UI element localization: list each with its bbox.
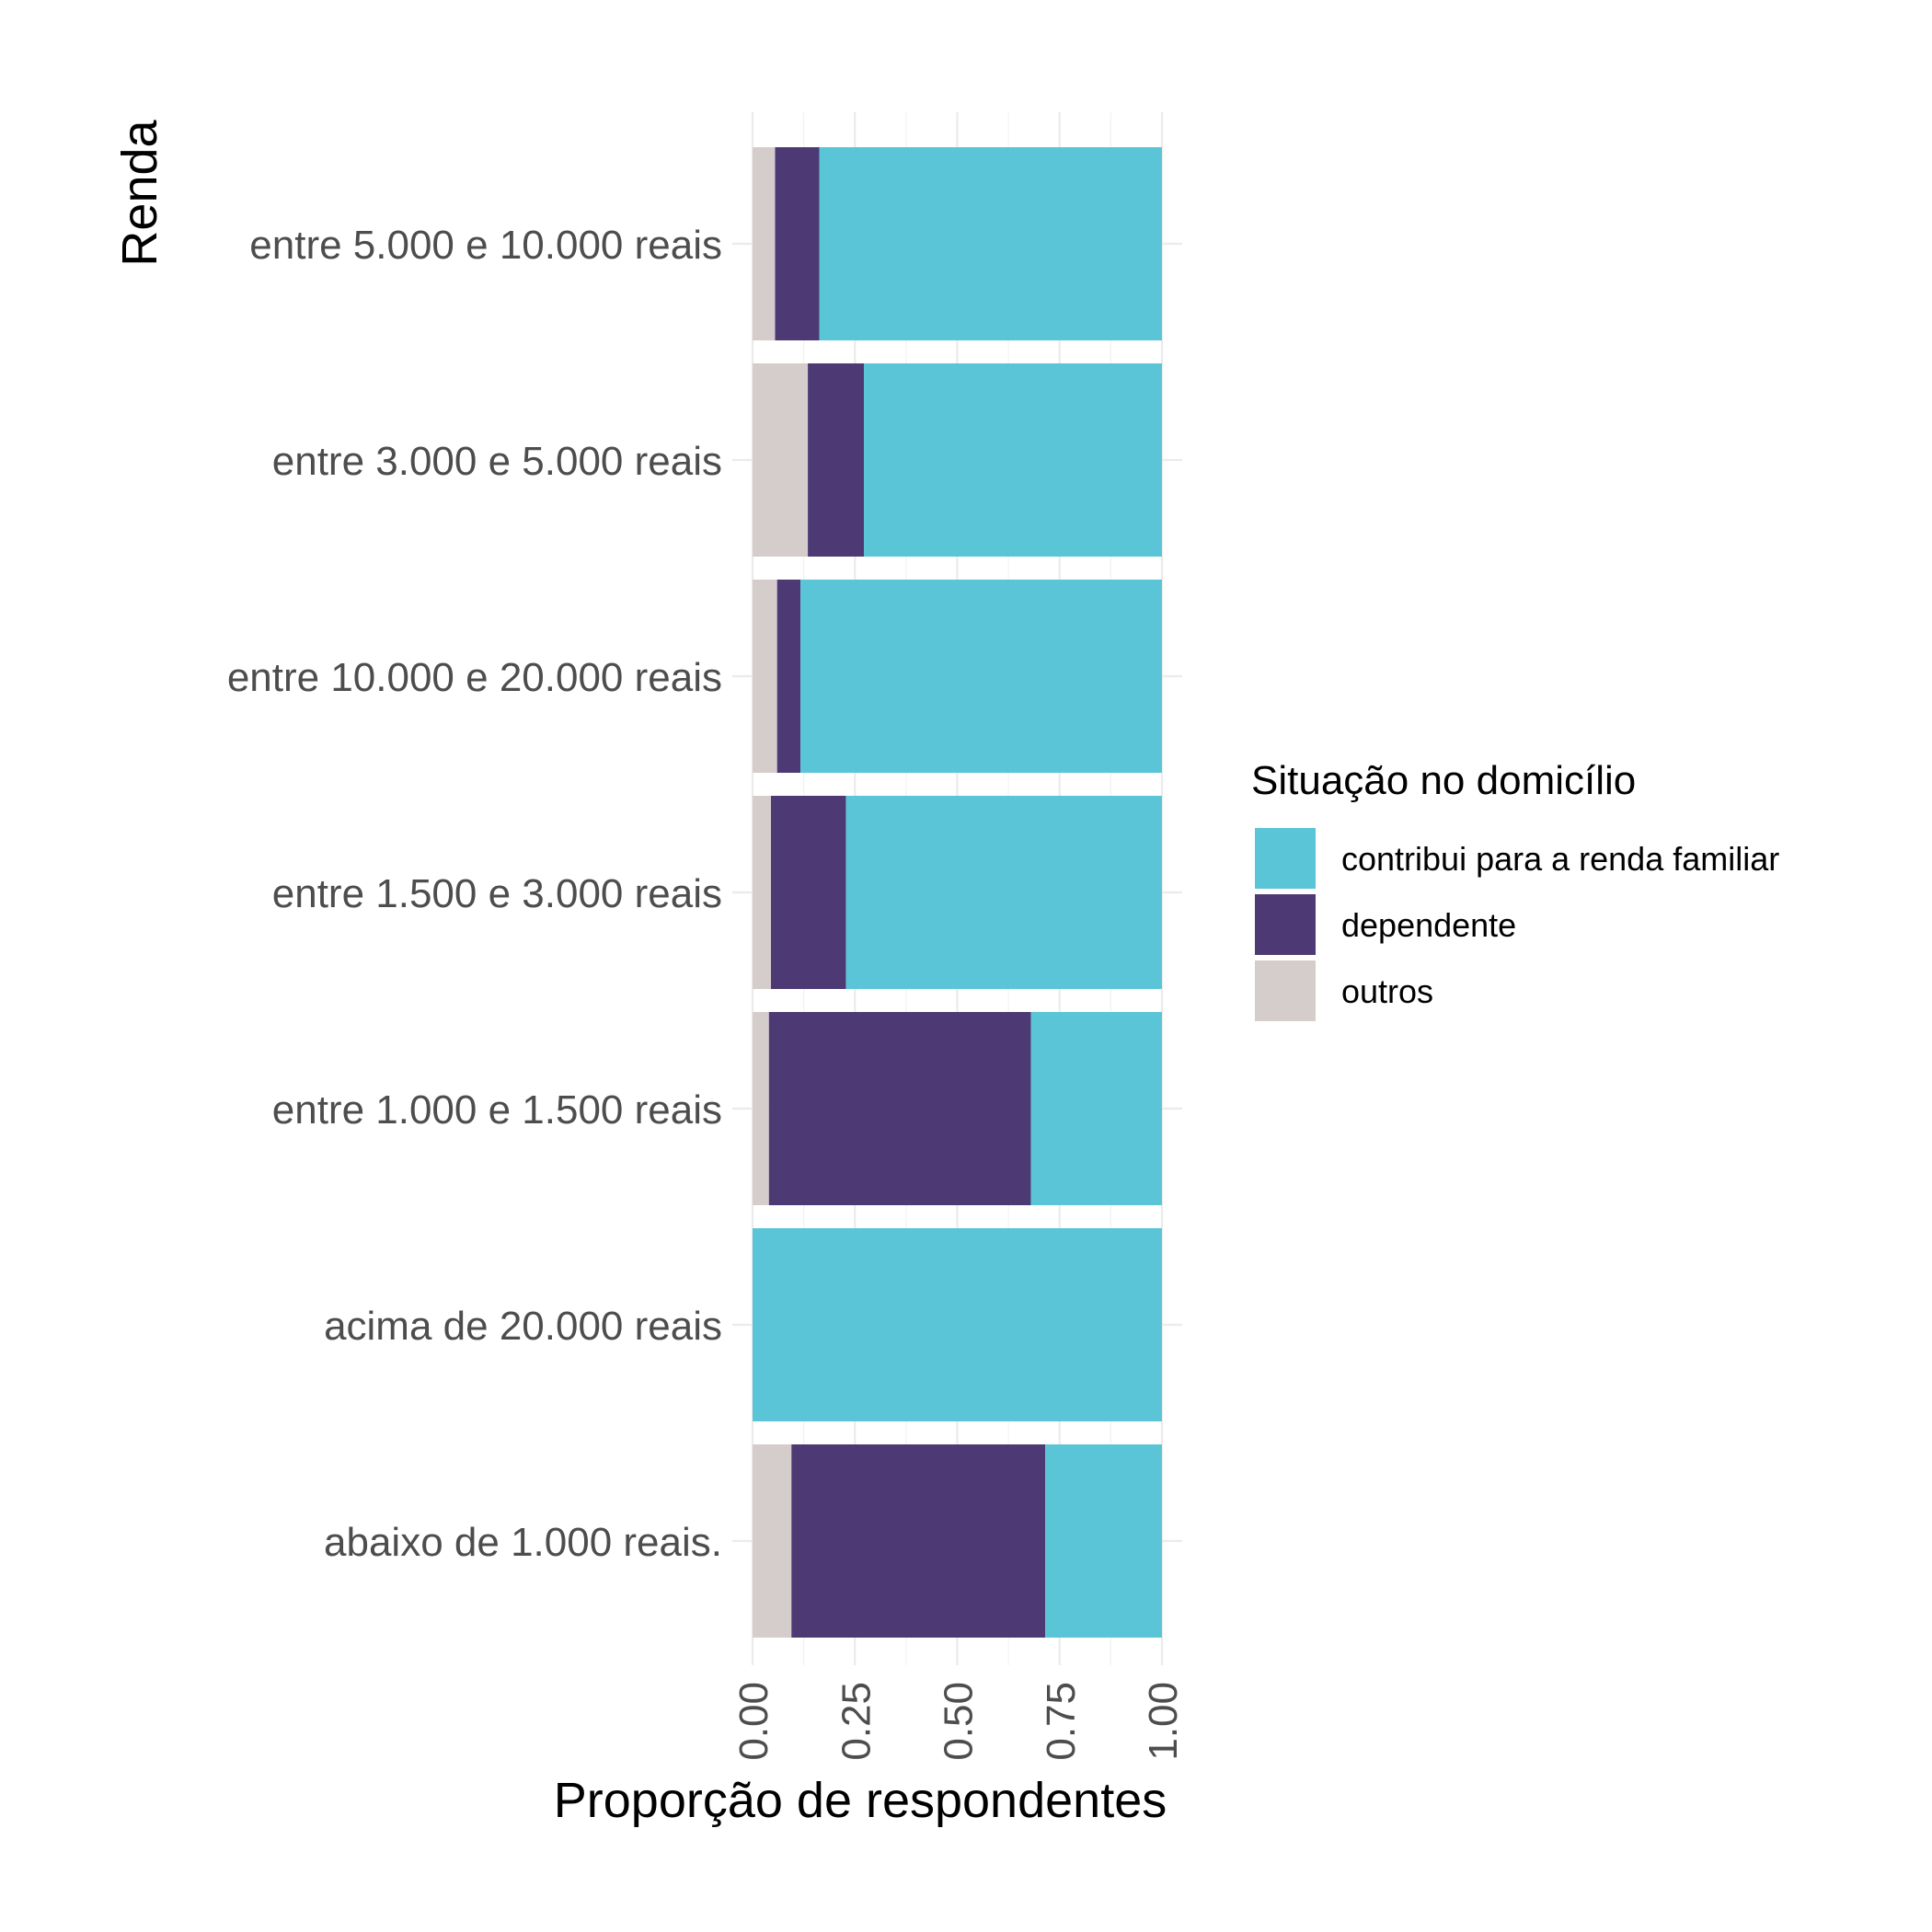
bar-segment (753, 1444, 792, 1638)
legend-label: contribui para a renda familiar (1341, 840, 1779, 878)
legend-label: outros (1341, 972, 1433, 1010)
x-tick-label: 0.00 (731, 1682, 776, 1761)
x-tick-label: 0.25 (834, 1682, 879, 1761)
legend-title: Situação no domicílio (1251, 758, 1636, 803)
bar-segment (753, 1012, 769, 1205)
bar-segment (753, 363, 809, 557)
bar-segment (771, 796, 846, 989)
bar-segment (808, 363, 865, 557)
y-tick-label: entre 1.500 e 3.000 reais (272, 871, 722, 916)
x-axis-ticks: 0.00 0.25 0.50 0.75 1.00 (731, 1682, 1186, 1761)
bar-segment (845, 796, 1162, 989)
legend-label: dependente (1341, 906, 1516, 944)
y-tick-label: abaixo de 1.000 reais. (324, 1520, 722, 1565)
legend-key (1255, 894, 1316, 955)
y-tick-label: entre 3.000 e 5.000 reais (272, 439, 722, 484)
bar-segment (753, 580, 777, 773)
bar-segment (800, 580, 1162, 773)
legend: Situação no domicílio contribui para a r… (1251, 758, 1779, 1021)
bar-segment (1045, 1444, 1162, 1638)
bar-segment (776, 580, 801, 773)
bar-segment (819, 147, 1162, 340)
bar-segment (791, 1444, 1046, 1638)
bar-segment (775, 147, 820, 340)
y-axis-title: Renda (112, 119, 167, 266)
legend-key (1255, 828, 1316, 889)
bar-segment (753, 1228, 1162, 1421)
bar-segment (1030, 1012, 1162, 1205)
x-tick-label: 0.75 (1039, 1682, 1084, 1761)
x-tick-label: 1.00 (1141, 1682, 1186, 1761)
y-tick-label: entre 10.000 e 20.000 reais (227, 655, 722, 700)
legend-key (1255, 960, 1316, 1021)
bars (753, 147, 1162, 1638)
bar-segment (768, 1012, 1031, 1205)
bar-segment (753, 796, 772, 989)
x-axis-title: Proporção de respondentes (554, 1773, 1167, 1828)
x-tick-label: 0.50 (937, 1682, 982, 1761)
bar-segment (864, 363, 1162, 557)
y-axis-ticks: entre 5.000 e 10.000 reais entre 3.000 e … (227, 223, 722, 1565)
y-tick-label: entre 1.000 e 1.500 reais (272, 1087, 722, 1133)
y-tick-label: acima de 20.000 reais (324, 1304, 722, 1349)
y-tick-label: entre 5.000 e 10.000 reais (249, 223, 722, 268)
bar-segment (753, 147, 776, 340)
